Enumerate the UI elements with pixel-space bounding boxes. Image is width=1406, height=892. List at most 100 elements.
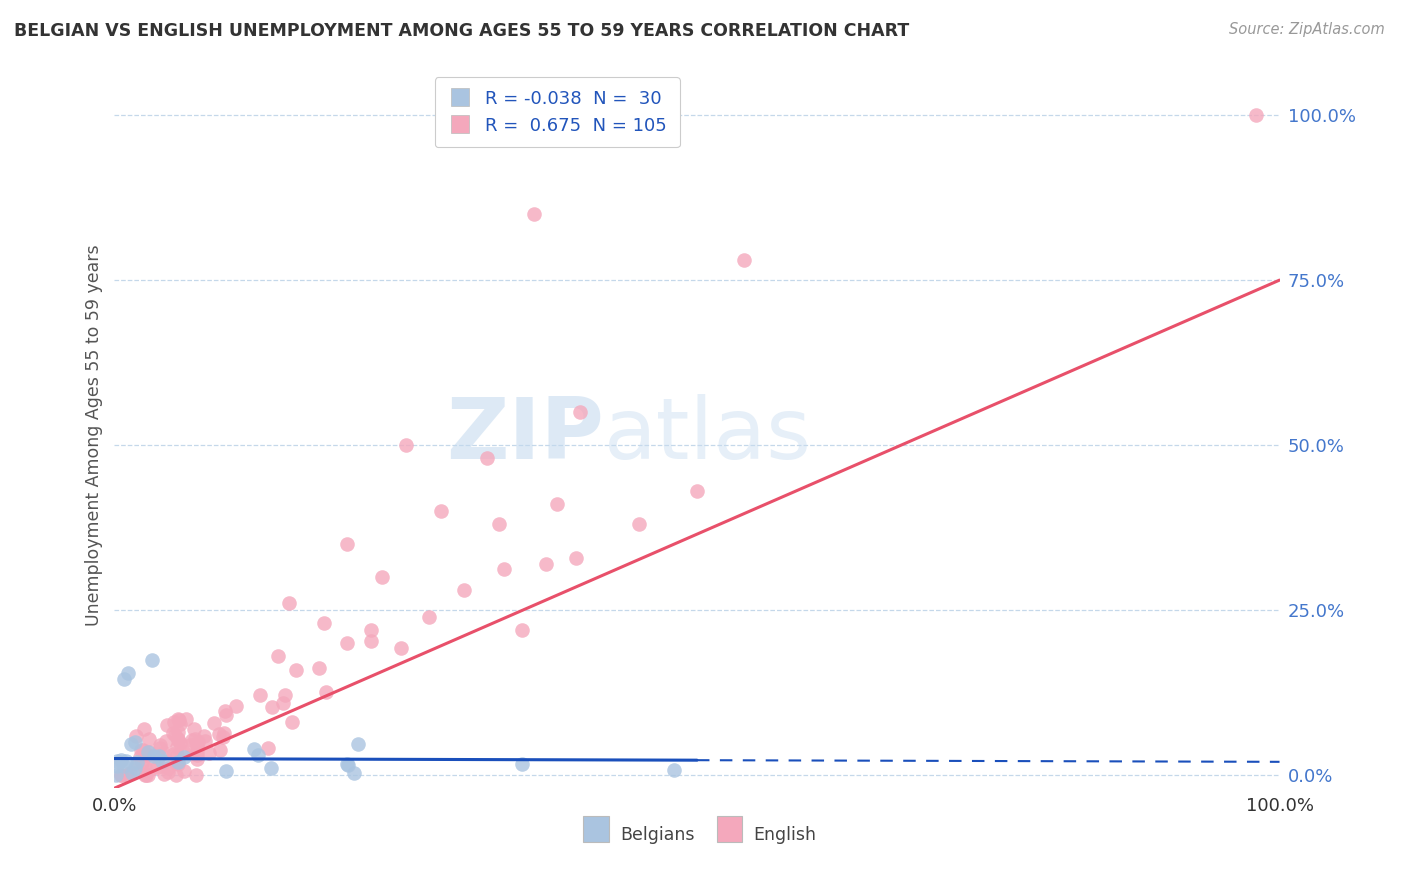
- Point: [569, 405, 592, 419]
- Point: [134, 722, 156, 736]
- Text: Source: ZipAtlas.com: Source: ZipAtlas.com: [1229, 22, 1385, 37]
- Point: [395, 438, 418, 452]
- Point: [166, 739, 188, 754]
- Point: [138, 732, 160, 747]
- Point: [186, 768, 208, 782]
- Point: [179, 738, 201, 752]
- Point: [215, 707, 238, 722]
- Point: [488, 517, 510, 532]
- Point: [162, 747, 184, 761]
- Point: [156, 718, 179, 732]
- Point: [477, 451, 499, 466]
- Point: [156, 761, 179, 775]
- Point: [266, 649, 288, 664]
- Point: [315, 684, 337, 698]
- Point: [141, 652, 163, 666]
- Point: [565, 551, 588, 566]
- Point: [187, 735, 209, 749]
- Point: [733, 253, 755, 268]
- Point: [336, 636, 359, 650]
- Text: BELGIAN VS ENGLISH UNEMPLOYMENT AMONG AGES 55 TO 59 YEARS CORRELATION CHART: BELGIAN VS ENGLISH UNEMPLOYMENT AMONG AG…: [14, 22, 910, 40]
- Point: [246, 747, 269, 762]
- Point: [360, 623, 382, 637]
- Point: [186, 740, 208, 755]
- Point: [156, 764, 179, 779]
- Point: [202, 716, 225, 731]
- Point: [257, 741, 280, 756]
- Point: [136, 744, 159, 758]
- Point: [183, 722, 205, 736]
- Point: [105, 759, 128, 773]
- Point: [243, 741, 266, 756]
- Point: [167, 755, 190, 769]
- Point: [211, 730, 233, 744]
- Y-axis label: Unemployment Among Ages 55 to 59 years: Unemployment Among Ages 55 to 59 years: [86, 244, 103, 626]
- Point: [163, 728, 186, 742]
- Point: [134, 760, 156, 774]
- Point: [214, 704, 236, 718]
- Point: [510, 756, 533, 771]
- Point: [534, 557, 557, 571]
- Point: [145, 760, 167, 774]
- Point: [391, 641, 413, 656]
- Point: [273, 697, 295, 711]
- Point: [138, 745, 160, 759]
- Point: [149, 738, 172, 752]
- Point: [139, 762, 162, 776]
- Point: [110, 753, 132, 767]
- Point: [181, 732, 204, 747]
- Point: [186, 748, 208, 763]
- Point: [285, 663, 308, 677]
- Point: [225, 698, 247, 713]
- Point: [260, 699, 283, 714]
- Point: [523, 207, 546, 221]
- Point: [336, 758, 359, 772]
- Point: [142, 749, 165, 764]
- Point: [173, 749, 195, 764]
- Point: [173, 764, 195, 779]
- Point: [167, 725, 190, 739]
- Point: [627, 517, 650, 532]
- Point: [129, 749, 152, 764]
- Point: [166, 748, 188, 763]
- Point: [115, 754, 138, 768]
- Point: [167, 756, 190, 771]
- Point: [193, 729, 215, 743]
- Point: [120, 766, 142, 780]
- Point: [125, 756, 148, 770]
- Point: [121, 766, 143, 780]
- Point: [314, 616, 336, 631]
- Point: [165, 768, 187, 782]
- Point: [129, 743, 152, 757]
- Point: [166, 733, 188, 747]
- Text: English: English: [754, 826, 817, 844]
- Legend: R = -0.038  N =  30, R =  0.675  N = 105: R = -0.038 N = 30, R = 0.675 N = 105: [434, 77, 679, 147]
- Text: atlas: atlas: [603, 393, 811, 476]
- Point: [152, 767, 174, 781]
- Point: [163, 715, 186, 730]
- Point: [453, 583, 475, 598]
- Point: [105, 754, 128, 768]
- Point: [105, 768, 128, 782]
- Point: [281, 714, 304, 729]
- Point: [132, 743, 155, 757]
- Point: [308, 661, 330, 675]
- Point: [207, 726, 229, 740]
- Point: [134, 768, 156, 782]
- Point: [169, 736, 191, 750]
- Point: [110, 768, 132, 782]
- Point: [212, 725, 235, 739]
- Point: [273, 689, 295, 703]
- Text: ZIP: ZIP: [446, 393, 603, 476]
- Point: [1244, 108, 1267, 122]
- Point: [125, 729, 148, 743]
- Point: [686, 484, 709, 499]
- Point: [135, 768, 157, 782]
- Point: [184, 732, 207, 747]
- Text: Belgians: Belgians: [620, 826, 695, 844]
- Point: [112, 758, 135, 772]
- Point: [342, 765, 364, 780]
- Point: [167, 732, 190, 747]
- Point: [198, 746, 221, 760]
- Point: [347, 737, 370, 751]
